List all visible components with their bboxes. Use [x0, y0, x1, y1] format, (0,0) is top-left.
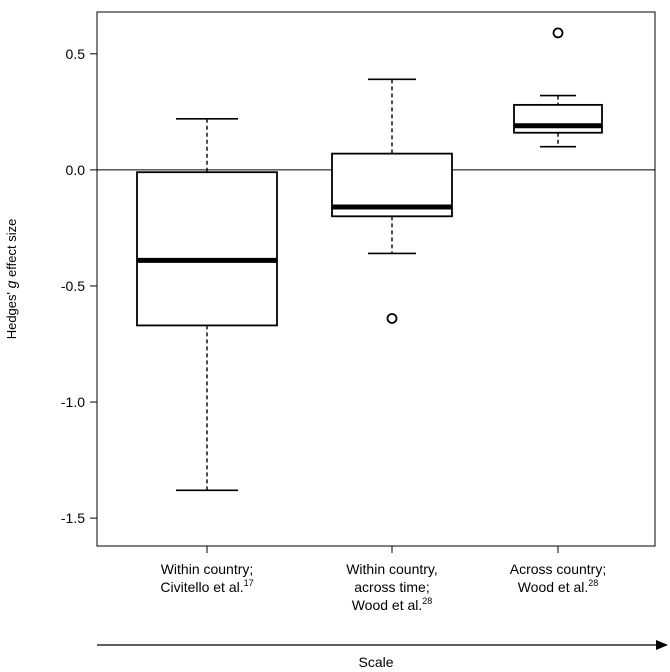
y-tick-label: -1.0: [61, 394, 85, 410]
y-tick-label: 0.5: [66, 46, 86, 62]
outlier-point: [552, 27, 564, 39]
y-tick-label: -0.5: [61, 278, 85, 294]
x-tick-label: Within country;: [161, 561, 254, 577]
x-tick-label: Wood et al.28: [518, 578, 599, 595]
y-tick-label: -1.5: [61, 510, 85, 526]
x-tick-label: across time;: [354, 579, 429, 595]
x-axis: Within country;Civitello et al.17 Within …: [160, 546, 606, 613]
box-group: [331, 78, 453, 324]
box-group: [136, 118, 278, 492]
y-axis-label: Hedges' g effect size: [3, 219, 19, 340]
y-tick-label: 0.0: [66, 162, 86, 178]
outlier-point: [386, 313, 398, 324]
box: [513, 103, 603, 134]
x-tick-label: Civitello et al.17: [160, 578, 253, 595]
x-tick-label: Within country,: [346, 561, 438, 577]
box: [136, 171, 278, 327]
scale-arrow-head: [656, 640, 668, 650]
x-tick-label: Wood et al.28: [352, 596, 433, 613]
x-tick-label: Across country;: [510, 561, 606, 577]
boxes: [136, 27, 603, 492]
box-group: [513, 27, 603, 148]
y-axis: 0.5 0.0 -0.5 -1.0 -1.5: [61, 46, 97, 526]
x-axis-label: Scale: [358, 654, 393, 670]
plot-border: [96, 11, 656, 547]
